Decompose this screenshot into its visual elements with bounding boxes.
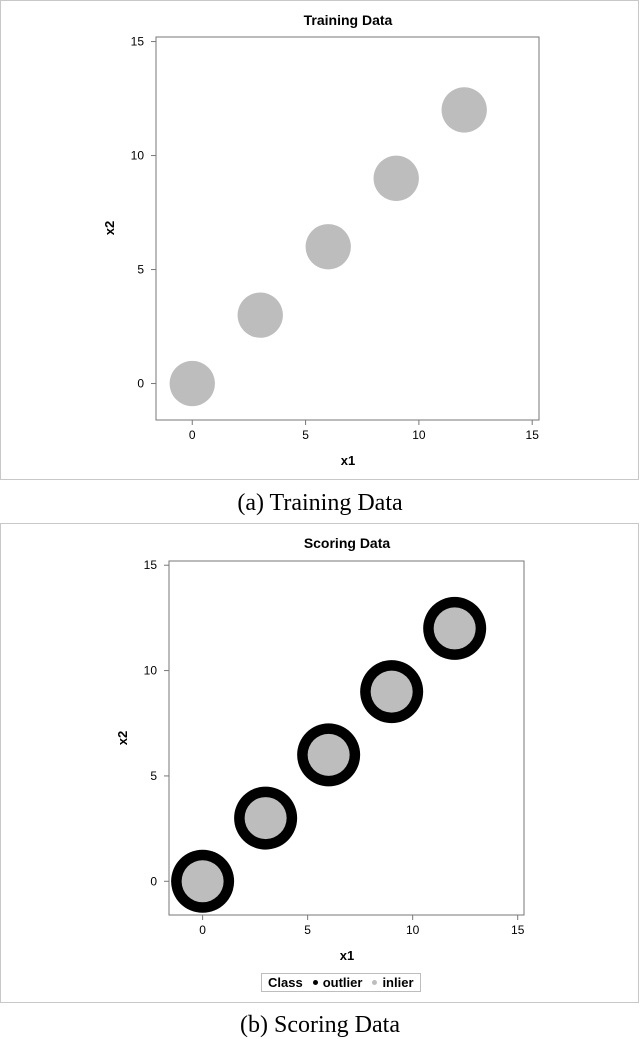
y-tick-label: 5 <box>137 263 144 277</box>
data-cluster-5 <box>441 87 487 133</box>
inlier-cluster-4 <box>370 670 413 713</box>
chart-title: Scoring Data <box>304 535 391 551</box>
y-axis-label: x2 <box>102 221 117 235</box>
inlier-cluster-5 <box>433 607 476 650</box>
x-axis-label: x1 <box>340 948 354 963</box>
x-tick-label: 5 <box>302 428 309 442</box>
y-tick-label: 5 <box>150 769 157 783</box>
x-tick-label: 15 <box>526 428 540 442</box>
y-axis-label: x2 <box>115 731 130 745</box>
legend-label-outlier: outlier <box>322 975 363 990</box>
x-tick-label: 10 <box>412 428 426 442</box>
x-tick-label: 0 <box>199 923 206 937</box>
inlier-swatch <box>372 980 378 985</box>
training-chart: Training Data 0 5 10 15 0 5 10 15 x1 x2 <box>102 12 540 468</box>
inlier-cluster-1 <box>181 860 224 903</box>
data-cluster-1 <box>169 360 215 407</box>
data-cluster-2 <box>237 292 283 338</box>
y-tick-label: 0 <box>137 377 144 391</box>
chart-panel-training: Training Data 0 5 10 15 0 5 10 15 x1 x2 <box>0 0 639 480</box>
x-tick-label: 5 <box>304 923 311 937</box>
y-tick-label: 15 <box>131 35 145 49</box>
y-tick-label: 10 <box>144 664 158 678</box>
inlier-cluster-2 <box>244 797 287 840</box>
legend-item-outlier: outlier <box>312 975 363 990</box>
caption-a: (a) Training Data <box>237 490 403 516</box>
x-tick-label: 10 <box>406 923 420 937</box>
legend-label-inlier: inlier <box>382 975 414 990</box>
x-tick-label: 0 <box>189 428 196 442</box>
legend-item-inlier: inlier <box>372 975 414 990</box>
data-cluster-4 <box>373 155 419 202</box>
y-tick-label: 0 <box>150 874 157 888</box>
legend: Class outlier inlier <box>261 973 421 992</box>
scoring-chart: Scoring Data 0 5 10 15 0 5 10 15 x1 x2 <box>115 535 525 963</box>
plot-frame <box>168 560 525 916</box>
x-axis-label: x1 <box>341 453 355 468</box>
chart-title: Training Data <box>304 12 393 28</box>
outlier-swatch <box>312 980 318 985</box>
y-tick-label: 15 <box>144 558 158 572</box>
x-tick-label: 15 <box>511 923 525 937</box>
chart-panel-scoring: Scoring Data 0 5 10 15 0 5 10 15 x1 x2 Class o… <box>0 523 639 1003</box>
inlier-cluster-3 <box>307 733 350 776</box>
data-cluster-3 <box>305 224 351 270</box>
legend-title: Class <box>268 975 303 990</box>
plot-frame <box>155 36 540 421</box>
y-tick-label: 10 <box>131 149 145 163</box>
